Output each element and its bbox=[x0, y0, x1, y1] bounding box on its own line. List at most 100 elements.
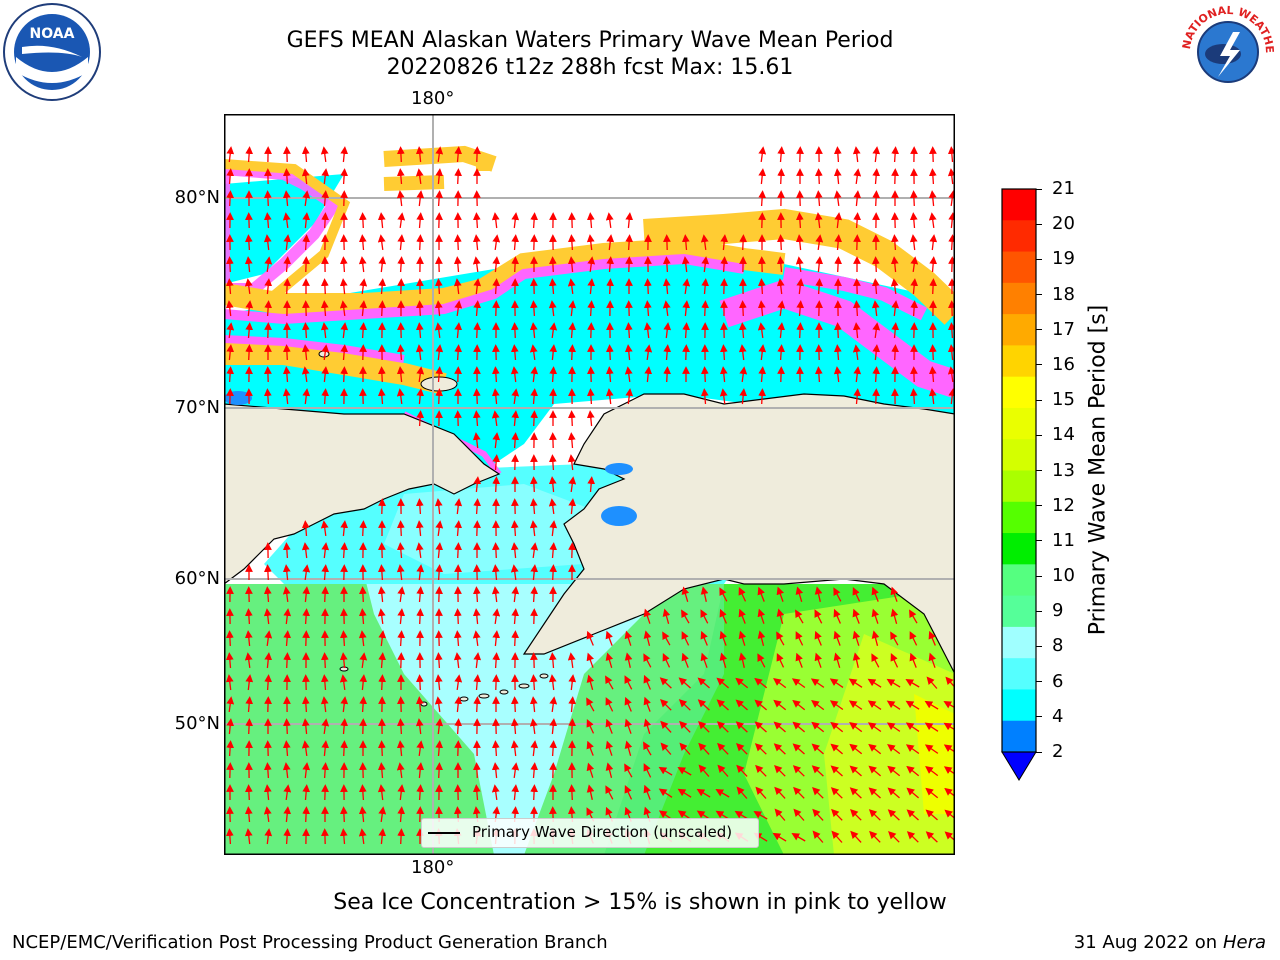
colorbar-tick-label: 2 bbox=[1052, 741, 1064, 762]
colorbar-segment bbox=[1002, 407, 1036, 440]
wave-arrow bbox=[738, 608, 746, 624]
wave-arrow bbox=[377, 564, 386, 581]
wave-arrow bbox=[888, 831, 900, 843]
wave-arrow bbox=[473, 652, 482, 669]
wave-arrow bbox=[510, 366, 519, 383]
colorbar-segment bbox=[1002, 720, 1036, 753]
wave-arrow bbox=[698, 742, 710, 755]
wave-arrow bbox=[225, 828, 234, 845]
wave-arrow bbox=[871, 586, 879, 602]
wave-arrow bbox=[435, 542, 444, 559]
wave-arrow bbox=[472, 256, 481, 272]
wave-arrow bbox=[830, 765, 843, 777]
wave-arrow bbox=[754, 699, 768, 711]
wave-arrow bbox=[701, 278, 710, 295]
wave-arrow bbox=[226, 366, 235, 383]
wave-arrow bbox=[924, 700, 939, 710]
wave-arrow bbox=[492, 256, 501, 273]
alaska-land bbox=[522, 393, 955, 675]
wave-arrow bbox=[282, 212, 291, 228]
wave-arrow bbox=[377, 366, 386, 383]
chart-subtitle: 20220826 t12z 288h fcst Max: 15.61 bbox=[386, 55, 794, 80]
wave-arrow bbox=[339, 652, 348, 669]
wave-arrow bbox=[416, 234, 425, 251]
wave-arrow bbox=[906, 831, 919, 843]
wave-arrow bbox=[834, 234, 843, 251]
wave-arrow bbox=[244, 630, 253, 647]
wave-arrow bbox=[320, 696, 329, 713]
wave-arrow bbox=[320, 146, 329, 162]
wave-arrow bbox=[849, 722, 863, 733]
wave-arrow bbox=[244, 256, 253, 273]
wave-arrow bbox=[681, 234, 690, 251]
wave-arrow bbox=[796, 300, 805, 317]
wave-arrow bbox=[321, 542, 330, 559]
wave-arrow bbox=[529, 300, 538, 317]
wave-arrow bbox=[739, 388, 748, 405]
wave-arrow bbox=[697, 699, 710, 711]
colorbar-tick-mark bbox=[1036, 505, 1042, 507]
colorbar-tick-mark bbox=[1036, 294, 1042, 296]
wave-arrow bbox=[396, 520, 405, 537]
wave-arrow bbox=[359, 696, 368, 713]
wave-arrow bbox=[435, 762, 444, 779]
wave-arrow bbox=[434, 674, 443, 691]
colorbar-segment bbox=[1002, 470, 1036, 503]
wave-arrow bbox=[682, 278, 691, 294]
wave-arrow bbox=[754, 677, 768, 689]
noaa-logo-text: NOAA bbox=[30, 26, 75, 42]
wave-arrow bbox=[492, 454, 501, 471]
wave-arrow bbox=[320, 278, 329, 295]
wave-arrow bbox=[434, 278, 443, 295]
wave-arrow bbox=[910, 278, 919, 295]
wave-arrow bbox=[681, 586, 690, 602]
colorbar-tick-label: 14 bbox=[1052, 424, 1075, 446]
wave-arrow bbox=[643, 784, 651, 800]
wave-arrow bbox=[396, 146, 405, 163]
wave-arrow bbox=[928, 344, 937, 361]
wave-arrow bbox=[754, 743, 767, 755]
wave-arrow bbox=[244, 652, 253, 668]
wave-arrow bbox=[777, 146, 786, 163]
russia-land bbox=[224, 403, 501, 585]
wave-arrow bbox=[871, 630, 880, 646]
wave-arrow bbox=[833, 608, 841, 624]
wave-arrow bbox=[472, 234, 481, 251]
wave-arrow bbox=[226, 168, 235, 185]
wave-arrow bbox=[736, 786, 748, 799]
nws-logo-icon: NATIONAL WEATHER SERVICE bbox=[1174, 0, 1278, 102]
wave-arrow bbox=[928, 652, 936, 668]
wave-arrow bbox=[777, 344, 786, 361]
wave-arrow bbox=[548, 498, 557, 514]
wave-arrow bbox=[795, 652, 803, 668]
wave-arrow bbox=[549, 696, 558, 712]
wave-arrow bbox=[567, 256, 576, 273]
wave-arrow bbox=[715, 789, 730, 798]
wave-arrow bbox=[321, 740, 330, 757]
wave-arrow bbox=[377, 586, 386, 603]
wave-arrow bbox=[849, 743, 863, 755]
wave-arrow bbox=[567, 454, 576, 471]
wave-arrow bbox=[906, 787, 920, 799]
wave-arrow bbox=[754, 721, 767, 733]
wave-arrow bbox=[225, 674, 234, 691]
wave-arrow bbox=[244, 608, 253, 625]
wave-arrow bbox=[226, 344, 235, 361]
wave-arrow bbox=[529, 696, 538, 713]
wave-arrow bbox=[736, 764, 748, 777]
wave-arrow bbox=[773, 678, 787, 689]
wave-arrow bbox=[567, 410, 576, 427]
wave-arrow bbox=[359, 652, 368, 668]
wave-arrow bbox=[416, 388, 425, 405]
wave-arrow bbox=[662, 256, 671, 273]
wave-arrow bbox=[472, 762, 481, 779]
wave-arrow bbox=[321, 718, 330, 734]
wave-arrow bbox=[378, 300, 387, 317]
wave-arrow bbox=[359, 674, 368, 691]
wave-arrow bbox=[909, 212, 918, 229]
colorbar-tick-mark bbox=[1036, 716, 1042, 718]
wave-arrow bbox=[492, 432, 501, 449]
wave-arrow bbox=[624, 763, 633, 778]
wave-arrow bbox=[906, 809, 919, 821]
wave-arrow bbox=[339, 278, 348, 295]
